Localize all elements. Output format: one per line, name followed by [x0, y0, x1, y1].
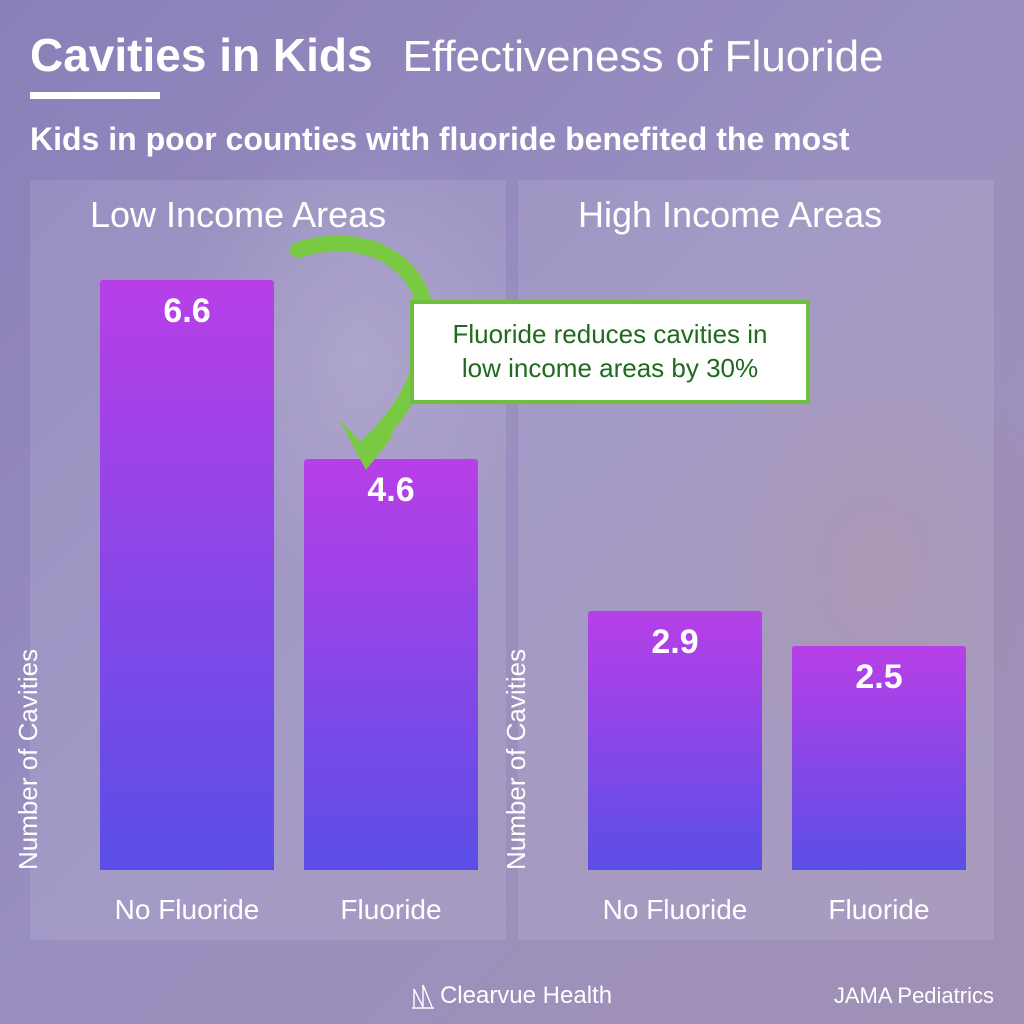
x-label: Fluoride	[792, 894, 966, 926]
bar-value-label: 2.9	[588, 623, 762, 662]
footer-brand-text: Clearvue Health	[440, 982, 612, 1010]
x-label: Fluoride	[304, 894, 478, 926]
charts-row: Low Income Areas 6.6 4.6 Number of Cavit…	[30, 180, 994, 940]
y-axis-label: Number of Cavities	[501, 649, 532, 870]
footer-brand: Clearvue Health	[412, 982, 612, 1010]
x-labels: No Fluoride Fluoride	[578, 894, 976, 926]
infographic-container: Cavities in Kids Effectiveness of Fluori…	[0, 0, 1024, 1024]
bar-value-label: 2.5	[792, 658, 966, 697]
footer-source: JAMA Pediatrics	[834, 983, 994, 1009]
bar-value-label: 4.6	[304, 471, 478, 510]
bar-high-fluoride: 2.5	[792, 646, 966, 870]
brand-logo-icon	[412, 983, 434, 1009]
bar-value-label: 6.6	[100, 292, 274, 331]
chart-panel-high-income: High Income Areas 2.9 2.5 Number of Cavi…	[518, 180, 994, 940]
bar-low-fluoride: 4.6	[304, 459, 478, 870]
x-labels: No Fluoride Fluoride	[90, 894, 488, 926]
title-main: Cavities in Kids	[30, 28, 373, 82]
title-underline	[30, 92, 160, 99]
description-text: Kids in poor counties with fluoride bene…	[30, 121, 994, 158]
footer: Clearvue Health JAMA Pediatrics	[0, 982, 1024, 1010]
callout-box: Fluoride reduces cavities in low income …	[410, 300, 810, 404]
y-axis-label: Number of Cavities	[13, 649, 44, 870]
panel-title: High Income Areas	[578, 194, 976, 236]
bar-low-nofluoride: 6.6	[100, 280, 274, 870]
bar-high-nofluoride: 2.9	[588, 611, 762, 870]
x-label: No Fluoride	[588, 894, 762, 926]
header-row: Cavities in Kids Effectiveness of Fluori…	[30, 28, 994, 82]
panel-title: Low Income Areas	[90, 194, 488, 236]
title-sub: Effectiveness of Fluoride	[403, 32, 884, 82]
x-label: No Fluoride	[100, 894, 274, 926]
